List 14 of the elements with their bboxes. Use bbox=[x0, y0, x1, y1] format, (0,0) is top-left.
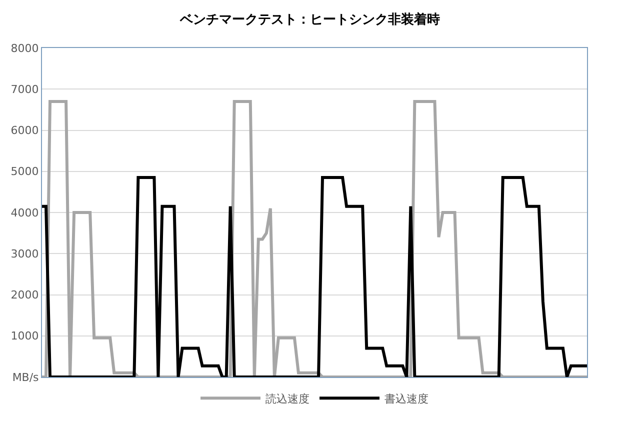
y-tick-label: 6000 bbox=[10, 124, 39, 138]
y-tick-label: MB/s bbox=[12, 370, 40, 384]
chart-title: ベンチマークテスト：ヒートシンク非装着時 bbox=[179, 12, 440, 28]
y-tick-label: 8000 bbox=[10, 42, 39, 55]
y-tick-label: 4000 bbox=[10, 206, 39, 220]
series-label: 読込速度 bbox=[266, 392, 310, 406]
line-series bbox=[42, 100, 587, 377]
series-label: 書込速度 bbox=[384, 392, 428, 406]
y-tick-label: 2000 bbox=[10, 288, 39, 302]
line-series bbox=[42, 176, 587, 377]
y-tick-label: 3000 bbox=[10, 247, 39, 260]
y-tick-label: 7000 bbox=[10, 82, 39, 96]
y-tick-label: 5000 bbox=[10, 165, 39, 178]
y-tick-label: 1000 bbox=[10, 330, 39, 343]
